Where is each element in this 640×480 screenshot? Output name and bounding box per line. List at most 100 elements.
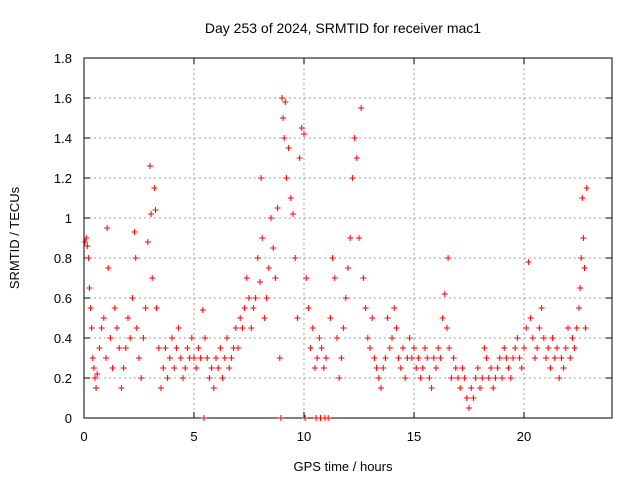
- data-point: [369, 315, 376, 321]
- data-point: [444, 325, 450, 331]
- data-point: [87, 305, 94, 311]
- data-point: [280, 115, 287, 121]
- data-point: [468, 385, 475, 391]
- data-point: [494, 365, 501, 371]
- data-point: [118, 385, 125, 391]
- data-point: [393, 325, 400, 331]
- data-point: [545, 345, 552, 351]
- data-point: [114, 325, 120, 331]
- data-point: [158, 385, 164, 391]
- data-point: [309, 325, 316, 331]
- data-point: [105, 265, 112, 271]
- data-point: [435, 345, 442, 351]
- data-point: [529, 335, 536, 341]
- data-point: [182, 365, 189, 371]
- y-tick-label: 0.8: [54, 251, 72, 266]
- data-point: [129, 295, 136, 301]
- data-point: [448, 375, 455, 381]
- data-point: [558, 355, 565, 361]
- data-point: [577, 285, 584, 291]
- data-point: [125, 315, 131, 321]
- data-point: [536, 325, 543, 331]
- data-point: [336, 375, 343, 381]
- data-point: [461, 375, 468, 381]
- x-tick-label: 10: [297, 429, 311, 444]
- data-point: [479, 375, 486, 381]
- data-point: [318, 345, 325, 351]
- data-point: [294, 315, 301, 321]
- data-point: [287, 195, 294, 201]
- data-point: [221, 355, 228, 361]
- data-point: [402, 375, 409, 381]
- data-point: [331, 275, 338, 281]
- data-point: [560, 365, 567, 371]
- data-point: [155, 345, 162, 351]
- data-point: [514, 335, 521, 341]
- data-point: [258, 175, 265, 181]
- data-point: [320, 365, 327, 371]
- data-point: [472, 375, 479, 381]
- data-point: [569, 335, 576, 341]
- data-point: [215, 365, 222, 371]
- data-point: [455, 375, 461, 381]
- data-point: [386, 345, 393, 351]
- data-point: [188, 335, 195, 341]
- data-point: [347, 235, 354, 241]
- data-point: [466, 405, 472, 411]
- data-point: [82, 239, 89, 245]
- data-point: [356, 235, 362, 241]
- data-point: [505, 365, 512, 371]
- data-point: [131, 229, 138, 235]
- data-point: [243, 275, 250, 281]
- data-point: [422, 345, 428, 351]
- data-point: [364, 335, 371, 341]
- x-tick-label: 15: [407, 429, 421, 444]
- data-point: [415, 355, 422, 361]
- data-point: [261, 315, 268, 321]
- data-point: [193, 365, 200, 371]
- data-point: [226, 365, 233, 371]
- data-point: [334, 335, 340, 341]
- data-point: [445, 255, 452, 261]
- data-point: [378, 385, 384, 391]
- data-point: [496, 355, 503, 361]
- data-point: [86, 285, 93, 291]
- data-point: [481, 345, 488, 351]
- data-point: [316, 335, 323, 341]
- data-point: [127, 335, 134, 341]
- data-point: [382, 355, 389, 361]
- data-point: [85, 255, 92, 261]
- data-point: [424, 355, 431, 361]
- data-point: [302, 415, 309, 421]
- y-tick-label: 0.2: [54, 371, 72, 386]
- data-point: [228, 355, 235, 361]
- data-point: [543, 355, 549, 361]
- data-point: [132, 255, 139, 261]
- data-point: [177, 355, 184, 361]
- data-point: [274, 205, 281, 211]
- data-point: [485, 375, 492, 381]
- data-point: [342, 295, 349, 301]
- data-point: [349, 175, 356, 181]
- data-point: [263, 295, 270, 301]
- data-point: [248, 325, 255, 331]
- data-point: [441, 291, 448, 297]
- x-tick-label: 5: [190, 429, 197, 444]
- data-point: [576, 305, 582, 311]
- data-point: [538, 305, 545, 311]
- data-point: [323, 355, 329, 361]
- data-point: [169, 335, 175, 341]
- y-tick-label: 1.6: [54, 91, 72, 106]
- data-point: [426, 375, 433, 381]
- chart-title: Day 253 of 2024, SRMTID for receiver mac…: [205, 20, 481, 36]
- data-point: [470, 395, 477, 401]
- data-point: [268, 215, 274, 221]
- data-point: [406, 335, 413, 341]
- data-point: [488, 365, 494, 371]
- data-point: [395, 355, 402, 361]
- data-point: [551, 355, 558, 361]
- y-tick-label: 1: [65, 211, 72, 226]
- data-point: [567, 355, 574, 361]
